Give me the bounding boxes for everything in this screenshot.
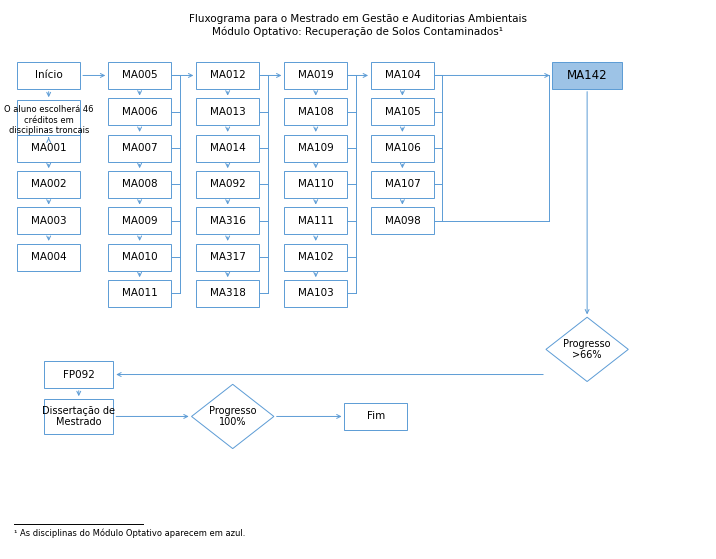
Text: MA004: MA004 (31, 252, 67, 262)
FancyBboxPatch shape (17, 100, 80, 140)
FancyBboxPatch shape (196, 280, 259, 307)
FancyBboxPatch shape (371, 62, 434, 89)
Text: MA003: MA003 (31, 216, 67, 226)
FancyBboxPatch shape (196, 207, 259, 234)
FancyBboxPatch shape (17, 207, 80, 234)
Text: Fluxograma para o Mestrado em Gestão e Auditorias Ambientais: Fluxograma para o Mestrado em Gestão e A… (189, 14, 527, 24)
FancyBboxPatch shape (17, 62, 80, 89)
Text: MA008: MA008 (122, 179, 158, 190)
FancyBboxPatch shape (17, 135, 80, 162)
Text: MA102: MA102 (298, 252, 334, 262)
Text: MA012: MA012 (210, 70, 246, 80)
FancyBboxPatch shape (284, 244, 347, 271)
FancyBboxPatch shape (196, 135, 259, 162)
FancyBboxPatch shape (108, 98, 171, 125)
Text: Progresso
>66%: Progresso >66% (563, 339, 611, 360)
Text: MA142: MA142 (567, 69, 607, 82)
FancyBboxPatch shape (108, 135, 171, 162)
Text: Progresso
100%: Progresso 100% (209, 406, 256, 427)
Text: MA105: MA105 (384, 107, 420, 117)
FancyBboxPatch shape (284, 207, 347, 234)
Text: Fim: Fim (367, 411, 385, 421)
Text: MA103: MA103 (298, 288, 334, 299)
Text: MA098: MA098 (384, 216, 420, 226)
Text: MA002: MA002 (31, 179, 67, 190)
FancyBboxPatch shape (108, 171, 171, 198)
Text: MA092: MA092 (210, 179, 246, 190)
Text: MA111: MA111 (298, 216, 334, 226)
FancyBboxPatch shape (284, 135, 347, 162)
FancyBboxPatch shape (108, 207, 171, 234)
Text: MA106: MA106 (384, 143, 420, 153)
Polygon shape (546, 318, 629, 381)
FancyBboxPatch shape (196, 62, 259, 89)
Text: O aluno escolherá 46
créditos em
disciplinas troncais: O aluno escolherá 46 créditos em discipl… (4, 105, 93, 135)
FancyBboxPatch shape (108, 62, 171, 89)
Text: MA318: MA318 (210, 288, 246, 299)
Text: Início: Início (35, 70, 62, 80)
FancyBboxPatch shape (44, 399, 113, 434)
FancyBboxPatch shape (553, 62, 621, 89)
Text: MA011: MA011 (122, 288, 158, 299)
Text: ¹ As disciplinas do Módulo Optativo aparecem em azul.: ¹ As disciplinas do Módulo Optativo apar… (14, 528, 246, 538)
FancyBboxPatch shape (344, 403, 407, 430)
Text: MA014: MA014 (210, 143, 246, 153)
Text: MA108: MA108 (298, 107, 334, 117)
FancyBboxPatch shape (284, 62, 347, 89)
FancyBboxPatch shape (108, 244, 171, 271)
Text: MA107: MA107 (384, 179, 420, 190)
FancyBboxPatch shape (371, 207, 434, 234)
FancyBboxPatch shape (196, 98, 259, 125)
Text: MA317: MA317 (210, 252, 246, 262)
Text: MA316: MA316 (210, 216, 246, 226)
FancyBboxPatch shape (17, 244, 80, 271)
FancyBboxPatch shape (196, 171, 259, 198)
Text: MA019: MA019 (298, 70, 334, 80)
Text: MA007: MA007 (122, 143, 158, 153)
FancyBboxPatch shape (108, 280, 171, 307)
FancyBboxPatch shape (371, 135, 434, 162)
FancyBboxPatch shape (44, 361, 113, 388)
Text: MA109: MA109 (298, 143, 334, 153)
Text: FP092: FP092 (63, 369, 95, 380)
Polygon shape (192, 385, 274, 448)
FancyBboxPatch shape (17, 171, 80, 198)
Text: MA010: MA010 (122, 252, 158, 262)
Text: MA005: MA005 (122, 70, 158, 80)
FancyBboxPatch shape (284, 98, 347, 125)
Text: MA006: MA006 (122, 107, 158, 117)
FancyBboxPatch shape (371, 171, 434, 198)
FancyBboxPatch shape (371, 98, 434, 125)
Text: MA104: MA104 (384, 70, 420, 80)
FancyBboxPatch shape (284, 280, 347, 307)
FancyBboxPatch shape (284, 171, 347, 198)
Text: Dissertação de
Mestrado: Dissertação de Mestrado (42, 406, 115, 427)
Text: Módulo Optativo: Recuperação de Solos Contaminados¹: Módulo Optativo: Recuperação de Solos Co… (213, 27, 503, 37)
Text: MA110: MA110 (298, 179, 334, 190)
Text: MA013: MA013 (210, 107, 246, 117)
Text: MA009: MA009 (122, 216, 158, 226)
FancyBboxPatch shape (196, 244, 259, 271)
Text: MA001: MA001 (31, 143, 67, 153)
